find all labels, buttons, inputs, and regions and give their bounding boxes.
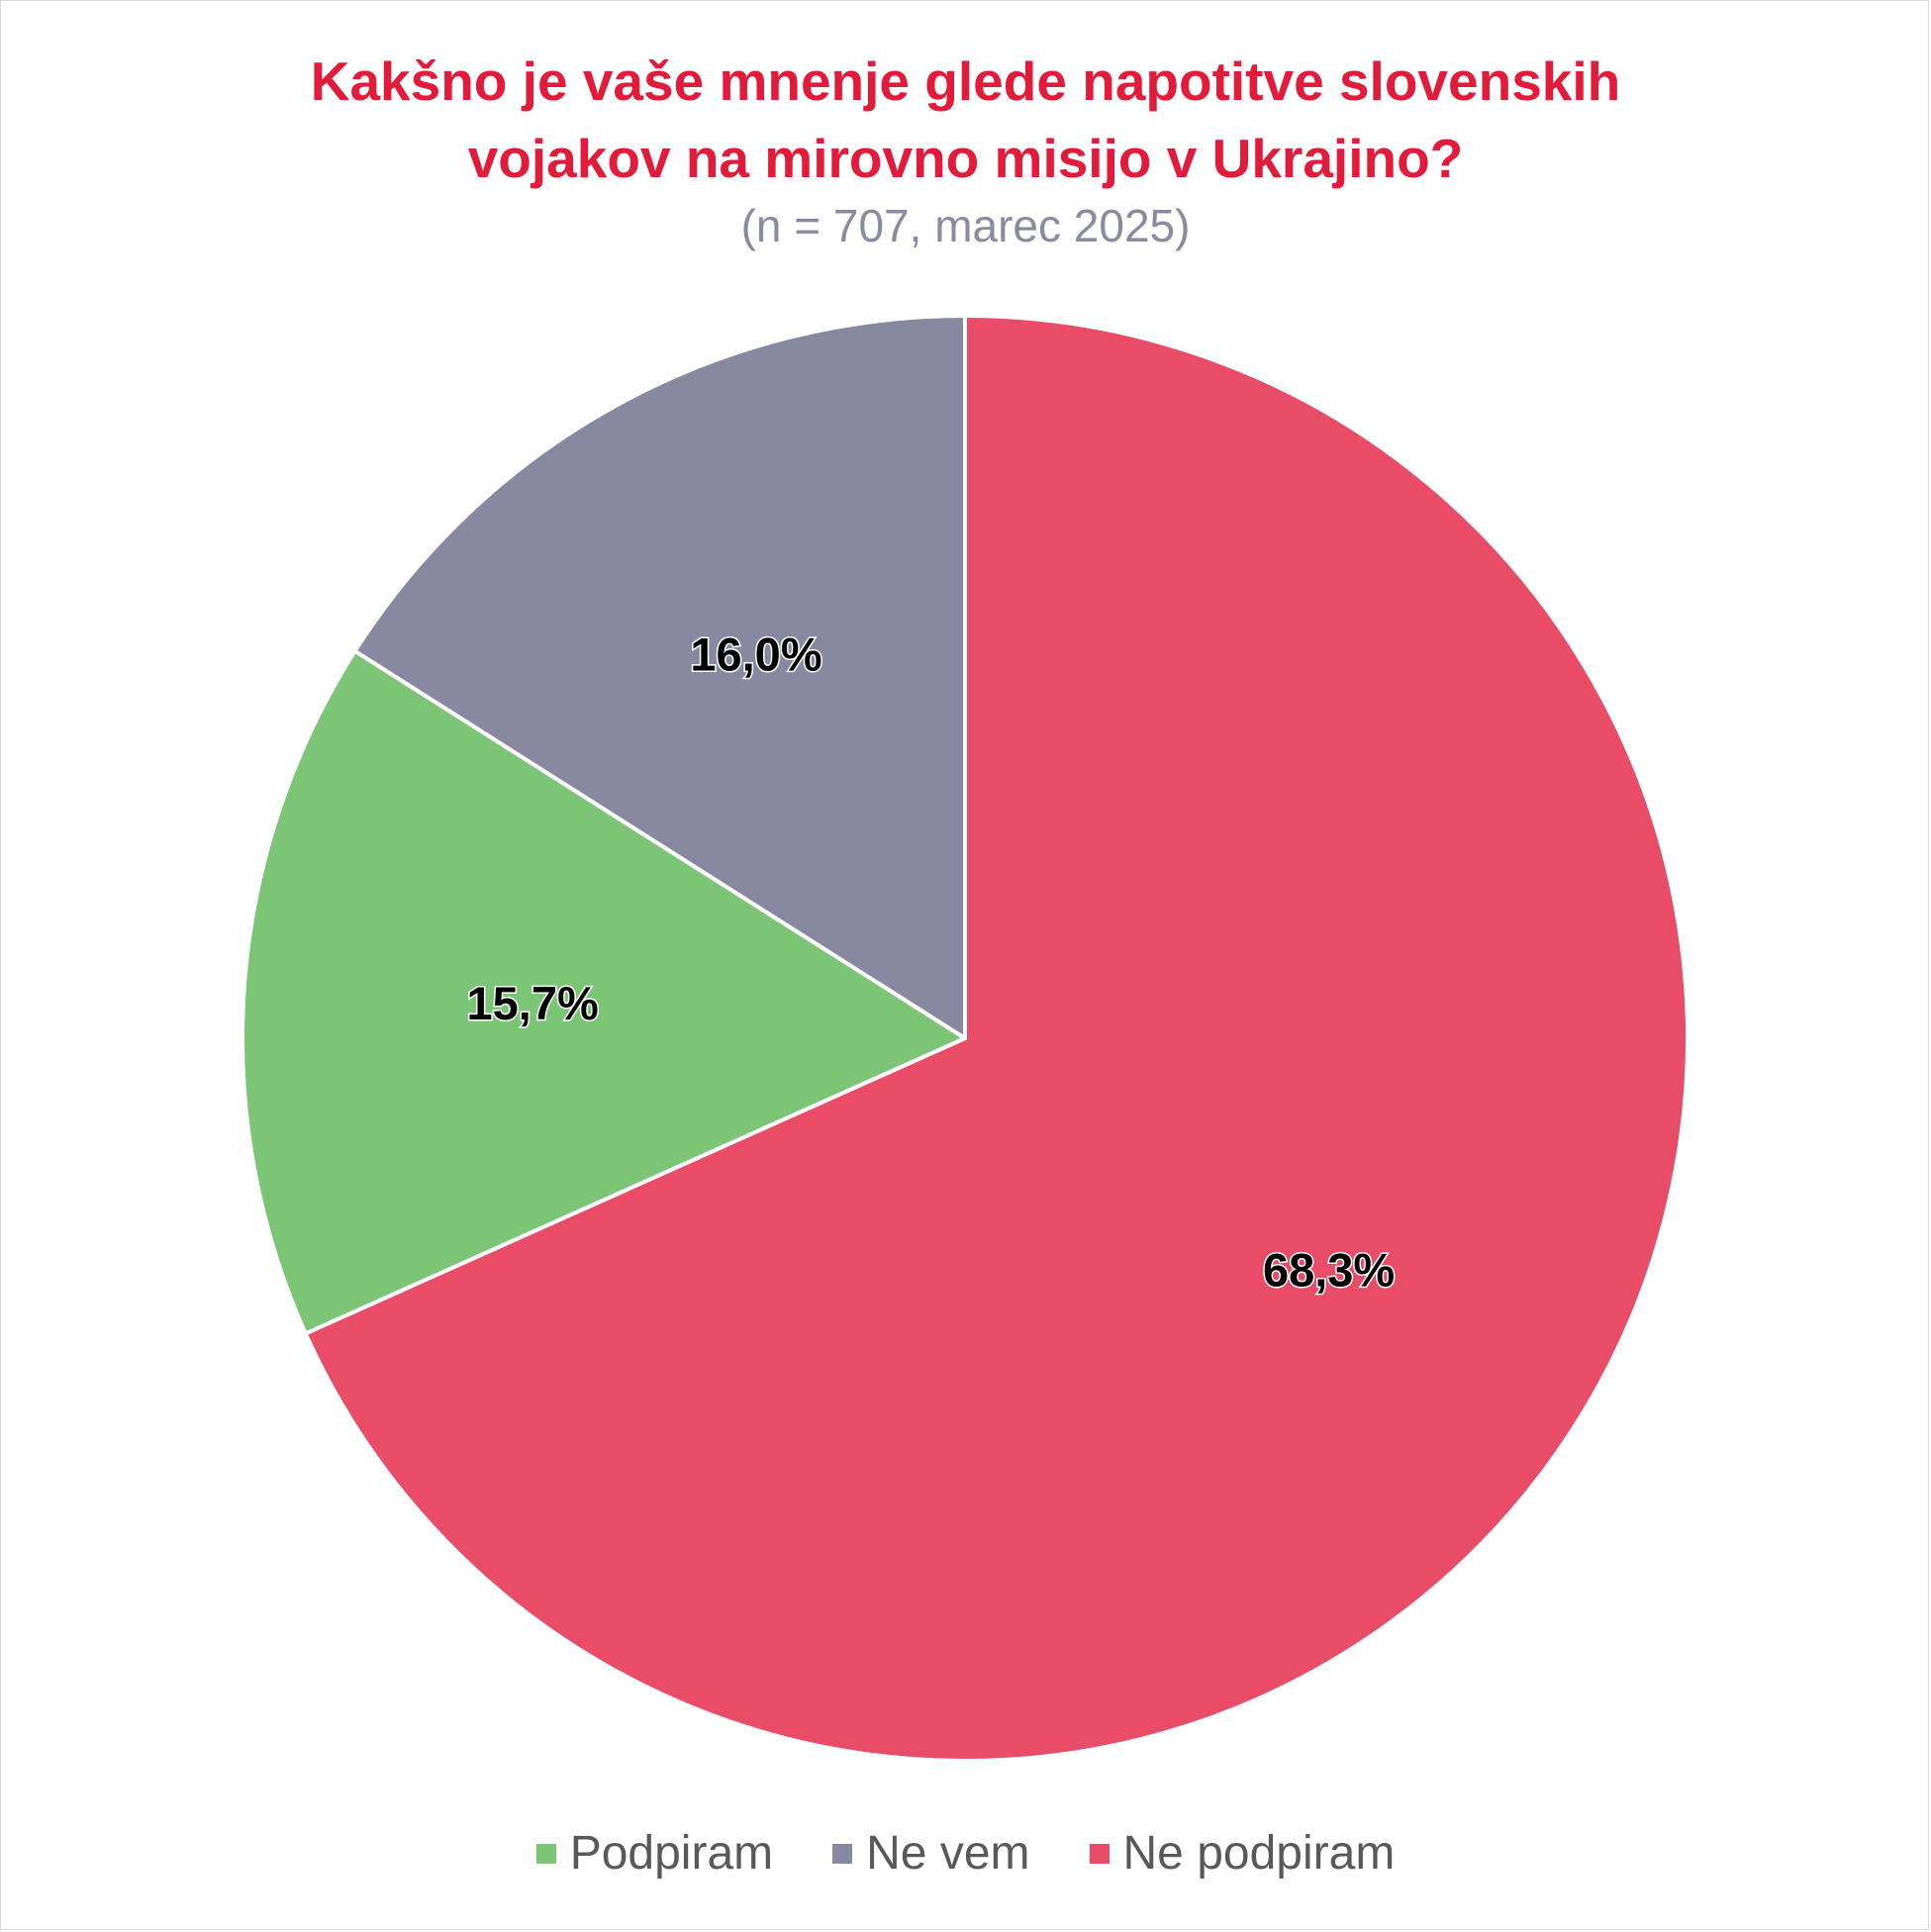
chart-subtitle: (n = 707, marec 2025) (740, 200, 1191, 251)
chart-title-line-2: vojakov na mirovno misijo v Ukrajino? (467, 128, 1464, 189)
legend-item-ne-podpiram: Ne podpiram (1089, 1826, 1396, 1881)
legend-label-podpiram: Podpiram (569, 1827, 774, 1880)
pie-slice-ne-podpiram (303, 314, 1690, 1763)
legend-swatch-podpiram (535, 1843, 556, 1864)
pie-slice-ne-vem (352, 314, 967, 1040)
legend-label-ne-vem: Ne vem (866, 1827, 1030, 1880)
legend-label-ne-podpiram: Ne podpiram (1122, 1827, 1396, 1880)
legend-swatch-ne-vem (832, 1843, 853, 1864)
data-label-ne-vem: 16,0% (690, 628, 821, 681)
legend-item-ne-vem: Ne vem (832, 1826, 1030, 1881)
pie-slice-podpiram (241, 648, 967, 1336)
legend-item-podpiram: Podpiram (535, 1826, 774, 1881)
chart-title-line-1: Kakšno je vaše mnenje glede napotitve sl… (310, 50, 1621, 112)
chart-title: Kakšno je vaše mnenje glede napotitve sl… (0, 43, 1931, 197)
legend: Podpiram Ne vem Ne podpiram (0, 1826, 1931, 1881)
data-label-podpiram: 15,7% (467, 977, 599, 1029)
legend-swatch-ne-podpiram (1089, 1843, 1110, 1864)
pie-labels: 68,3% 15,7% 16,0% (465, 627, 1397, 1298)
data-label-ne-podpiram: 68,3% (1263, 1244, 1395, 1297)
pie-slices (241, 314, 1690, 1763)
